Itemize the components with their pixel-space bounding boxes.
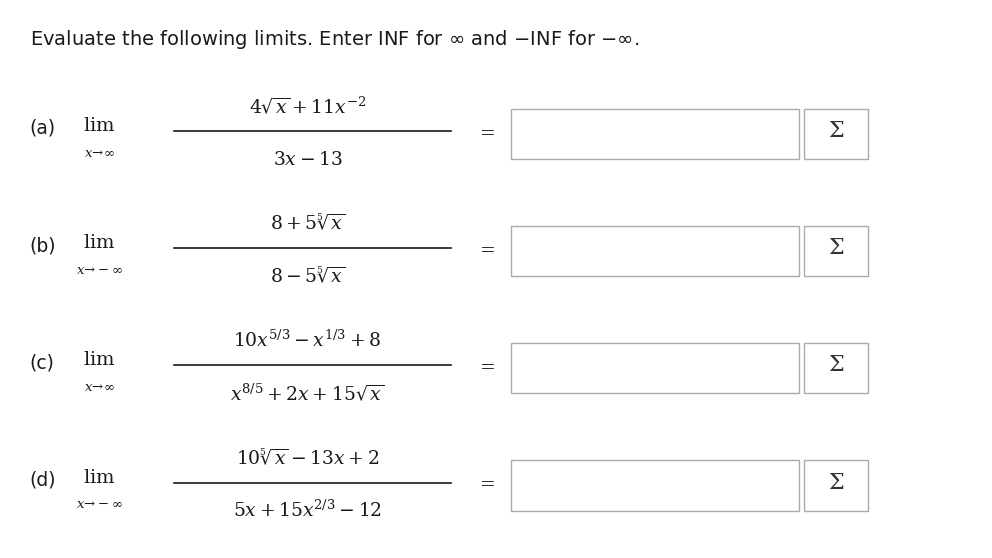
Text: $\Sigma$: $\Sigma$	[827, 473, 844, 493]
Text: $\lim$: $\lim$	[83, 350, 115, 369]
Text: $3x - 13$: $3x - 13$	[273, 150, 342, 169]
FancyBboxPatch shape	[804, 343, 868, 393]
Text: $\Sigma$: $\Sigma$	[827, 121, 844, 141]
FancyBboxPatch shape	[804, 460, 868, 511]
Text: (a): (a)	[30, 119, 56, 138]
Text: $x\!\to\!\infty$: $x\!\to\!\infty$	[83, 381, 115, 395]
Text: $5x + 15x^{2/3} - 12$: $5x + 15x^{2/3} - 12$	[233, 500, 382, 521]
Text: $\lim$: $\lim$	[83, 233, 115, 252]
Text: $=$: $=$	[476, 473, 496, 492]
Text: $10\sqrt[5]{x} - 13x + 2$: $10\sqrt[5]{x} - 13x + 2$	[236, 447, 379, 468]
Text: $10x^{5/3} - x^{1/3} + 8$: $10x^{5/3} - x^{1/3} + 8$	[233, 330, 382, 351]
FancyBboxPatch shape	[804, 109, 868, 159]
Text: $=$: $=$	[476, 356, 496, 375]
Text: $=$: $=$	[476, 239, 496, 258]
FancyBboxPatch shape	[511, 226, 799, 276]
FancyBboxPatch shape	[804, 226, 868, 276]
Text: $\Sigma$: $\Sigma$	[827, 355, 844, 376]
Text: $x\!\to\!\infty$: $x\!\to\!\infty$	[83, 147, 115, 160]
Text: $8 - 5\sqrt[5]{x}$: $8 - 5\sqrt[5]{x}$	[270, 266, 345, 287]
Text: $x^{8/5} + 2x + 15\sqrt{x}$: $x^{8/5} + 2x + 15\sqrt{x}$	[230, 382, 385, 405]
Text: $\lim$: $\lim$	[83, 116, 115, 135]
Text: $4\sqrt{x} + 11x^{-2}$: $4\sqrt{x} + 11x^{-2}$	[249, 95, 366, 117]
Text: $=$: $=$	[476, 122, 496, 141]
Text: $8 + 5\sqrt[5]{x}$: $8 + 5\sqrt[5]{x}$	[270, 213, 345, 234]
Text: Evaluate the following limits. Enter INF for $\infty$ and $-$INF for $-\infty$.: Evaluate the following limits. Enter INF…	[30, 28, 639, 51]
Text: $\Sigma$: $\Sigma$	[827, 238, 844, 258]
Text: (b): (b)	[30, 236, 57, 255]
FancyBboxPatch shape	[511, 343, 799, 393]
Text: (c): (c)	[30, 353, 55, 372]
FancyBboxPatch shape	[511, 460, 799, 511]
FancyBboxPatch shape	[511, 109, 799, 159]
Text: (d): (d)	[30, 470, 57, 489]
Text: $x\!\to\!-\infty$: $x\!\to\!-\infty$	[75, 498, 123, 512]
Text: $\lim$: $\lim$	[83, 468, 115, 487]
Text: $x\!\to\!-\infty$: $x\!\to\!-\infty$	[75, 264, 123, 277]
